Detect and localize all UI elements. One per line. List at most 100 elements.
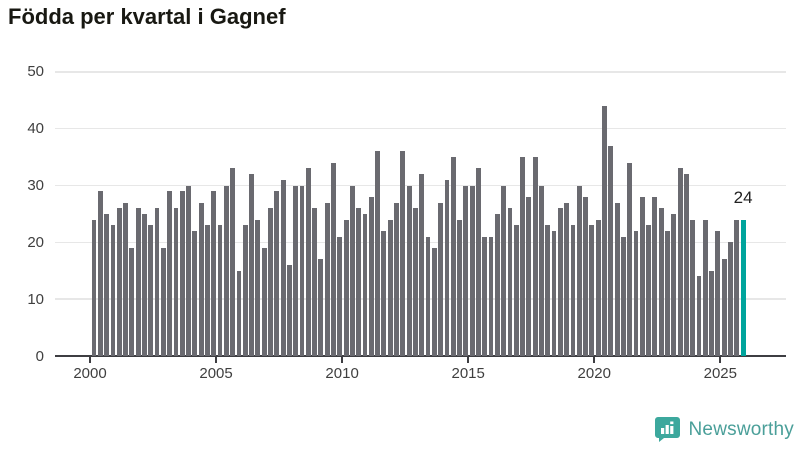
bar-2017-q4 <box>539 185 544 356</box>
bar-2021-q3 <box>633 230 639 356</box>
bar-2013-q3 <box>431 248 437 356</box>
bar-2022-q3 <box>658 208 664 356</box>
bar-2009-q2 <box>324 202 330 356</box>
newsworthy-bars-icon <box>654 416 681 443</box>
bar-2020-q2 <box>602 105 607 356</box>
bar-2006-q4 <box>261 248 267 356</box>
bar-2020-q4 <box>614 202 620 356</box>
bar-2000-q4 <box>110 225 116 356</box>
bar-2014-q1 <box>444 179 450 356</box>
bar-2015-q1 <box>469 185 475 356</box>
bar-2012-q4 <box>413 208 418 356</box>
x-axis-label-2000: 2000 <box>73 365 107 382</box>
bar-2012-q2 <box>400 151 406 356</box>
bar-2017-q1 <box>520 157 525 356</box>
bar-2002-q2 <box>148 225 154 356</box>
bar-2021-q4 <box>639 196 645 356</box>
bar-2003-q3 <box>179 191 185 356</box>
bar-2007-q3 <box>280 179 286 356</box>
bar-2011-q1 <box>368 196 374 356</box>
bar-2018-q3 <box>557 208 563 356</box>
bar-2005-q4 <box>236 270 242 356</box>
bar-2018-q4 <box>564 202 570 356</box>
bar-2003-q2 <box>173 208 179 356</box>
chart-title: Födda per kvartal i Gagnef <box>8 4 286 29</box>
bar-2008-q1 <box>293 185 299 356</box>
bar-2013-q4 <box>438 202 444 356</box>
bar-2001-q3 <box>129 248 135 356</box>
bar-2004-q3 <box>205 225 210 356</box>
bar-2023-q3 <box>683 174 689 356</box>
bar-2000-q1 <box>91 219 97 356</box>
bar-2024-q3 <box>709 270 715 356</box>
bar-2023-q2 <box>677 168 683 356</box>
bar-2004-q1 <box>192 230 198 356</box>
y-axis-label-10: 10 <box>27 290 44 308</box>
bar-2021-q2 <box>627 162 633 356</box>
bar-2024-q2 <box>702 219 708 356</box>
bar-2005-q3 <box>230 168 236 356</box>
bar-2007-q2 <box>274 191 280 356</box>
bar-2012-q1 <box>394 202 399 356</box>
bar-2003-q4 <box>186 185 191 356</box>
bar-2007-q4 <box>286 265 292 356</box>
bar-2006-q3 <box>255 219 261 356</box>
bar-2002-q4 <box>160 248 166 356</box>
bar-2007-q1 <box>268 208 273 356</box>
bar-2011-q4 <box>387 219 393 356</box>
newsworthy-logo[interactable]: Newsworthy <box>654 416 794 443</box>
bar-2008-q3 <box>305 168 311 356</box>
x-axis-line <box>55 355 786 357</box>
x-axis-label-2025: 2025 <box>703 365 737 382</box>
y-axis-label-30: 30 <box>27 177 44 195</box>
bar-2023-q1 <box>671 213 677 356</box>
bar-2022-q4 <box>665 230 670 356</box>
bar-2020-q3 <box>608 145 614 356</box>
bar-2024-q1 <box>696 276 702 356</box>
bar-2011-q2 <box>375 151 381 356</box>
bar-2009-q4 <box>337 236 343 356</box>
last-value-label: 24 <box>733 188 753 207</box>
bar-2016-q1 <box>494 213 500 356</box>
bar-2008-q2 <box>299 185 305 356</box>
bar-2018-q2 <box>551 230 557 356</box>
bar-2019-q4 <box>589 225 595 356</box>
x-axis-label-2005: 2005 <box>199 365 233 382</box>
bar-2024-q4 <box>715 230 721 356</box>
bar-2010-q2 <box>349 185 355 356</box>
bar-2009-q1 <box>318 259 324 356</box>
bar-2025-q1 <box>721 259 727 356</box>
bar-2010-q4 <box>362 213 368 356</box>
bar-2021-q1 <box>620 236 626 356</box>
bar-2001-q4 <box>135 208 141 356</box>
y-axis-label-0: 0 <box>35 347 44 365</box>
x-tick-2015 <box>467 356 470 363</box>
gridline-40 <box>55 127 786 130</box>
bar-2009-q3 <box>331 162 336 356</box>
bar-2010-q3 <box>356 208 362 356</box>
bar-2014-q3 <box>457 219 462 356</box>
bar-2015-q4 <box>488 236 494 356</box>
bar-2005-q1 <box>217 225 223 356</box>
bar-2025-q3 <box>734 219 740 356</box>
newsworthy-logo-text: Newsworthy <box>688 418 794 440</box>
bar-2017-q3 <box>532 157 538 356</box>
bar-2018-q1 <box>545 225 551 356</box>
y-axis-label-40: 40 <box>27 120 44 138</box>
x-tick-2005 <box>215 356 218 363</box>
bar-2006-q2 <box>249 174 254 356</box>
bar-2014-q2 <box>450 157 456 356</box>
bar-2019-q1 <box>570 225 576 356</box>
bar-2003-q1 <box>167 191 173 356</box>
bar-2010-q1 <box>343 219 349 356</box>
gridline-50 <box>55 71 786 73</box>
bar-2025-q2 <box>728 242 733 356</box>
bar-2005-q2 <box>223 185 229 356</box>
x-axis-label-2010: 2010 <box>325 365 359 382</box>
bar-2014-q4 <box>463 185 469 356</box>
bar-2002-q3 <box>154 208 160 356</box>
bar-2016-q4 <box>513 225 519 356</box>
highlighted-bar-2025-q4 <box>740 219 746 356</box>
bar-2015-q3 <box>482 236 488 356</box>
